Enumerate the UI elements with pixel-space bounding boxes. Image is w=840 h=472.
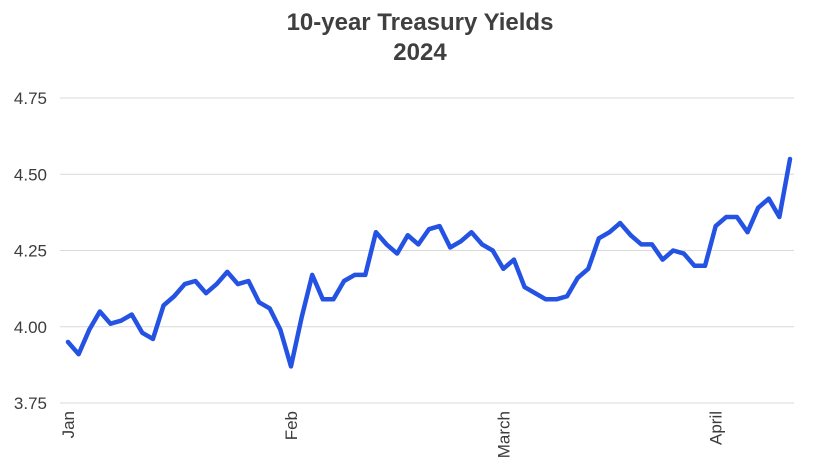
data-point bbox=[267, 306, 272, 311]
data-point bbox=[331, 297, 336, 302]
data-point bbox=[554, 297, 559, 302]
x-tick-label: Feb bbox=[282, 411, 301, 440]
data-point bbox=[724, 214, 729, 219]
data-point bbox=[150, 336, 155, 341]
data-point bbox=[310, 272, 315, 277]
y-tick-label: 4.00 bbox=[14, 318, 47, 337]
y-tick-label: 3.75 bbox=[14, 394, 47, 413]
x-tick-label: Jan bbox=[59, 411, 78, 438]
data-point bbox=[257, 300, 262, 305]
data-point bbox=[671, 248, 676, 253]
data-point bbox=[140, 330, 145, 335]
data-point bbox=[299, 315, 304, 320]
data-point bbox=[522, 285, 527, 290]
data-point bbox=[119, 318, 124, 323]
data-point bbox=[756, 205, 761, 210]
y-tick-label: 4.50 bbox=[14, 165, 47, 184]
data-point bbox=[766, 196, 771, 201]
data-point bbox=[288, 364, 293, 369]
data-point bbox=[129, 312, 134, 317]
y-axis: 3.75 4.00 4.25 4.50 4.75 bbox=[14, 89, 47, 413]
data-point bbox=[734, 214, 739, 219]
data-point bbox=[469, 230, 474, 235]
data-point bbox=[193, 279, 198, 283]
data-point bbox=[543, 297, 548, 302]
data-point bbox=[628, 233, 633, 238]
data-point bbox=[618, 221, 623, 226]
data-point bbox=[586, 266, 591, 271]
data-point bbox=[703, 263, 708, 268]
data-point bbox=[427, 227, 431, 232]
data-point bbox=[649, 242, 654, 247]
data-point bbox=[352, 272, 357, 277]
data-point bbox=[511, 257, 516, 262]
data-point bbox=[108, 321, 113, 326]
data-point bbox=[660, 257, 665, 262]
x-axis: Jan Feb March April bbox=[59, 411, 726, 458]
x-tick-label: March bbox=[494, 411, 513, 458]
data-point bbox=[501, 266, 506, 271]
data-point bbox=[596, 236, 601, 241]
data-point bbox=[214, 282, 219, 287]
data-point bbox=[533, 291, 538, 296]
data-point bbox=[278, 327, 283, 332]
data-point bbox=[384, 242, 389, 247]
data-point bbox=[373, 230, 378, 235]
data-point bbox=[490, 248, 495, 253]
data-point bbox=[416, 242, 421, 247]
data-point bbox=[235, 282, 240, 287]
data-point bbox=[692, 263, 697, 268]
data-point bbox=[681, 251, 686, 256]
data-point bbox=[363, 272, 368, 277]
data-point bbox=[713, 224, 718, 229]
data-point bbox=[565, 294, 570, 299]
data-point bbox=[225, 269, 230, 274]
data-point bbox=[342, 279, 347, 283]
data-point bbox=[97, 309, 102, 314]
y-tick-label: 4.25 bbox=[14, 242, 47, 261]
data-point bbox=[437, 224, 442, 229]
data-point bbox=[639, 242, 644, 247]
data-point bbox=[788, 157, 792, 161]
data-point bbox=[405, 233, 410, 238]
series-line bbox=[65, 156, 793, 369]
data-point bbox=[161, 303, 166, 308]
chart-subtitle: 2024 bbox=[393, 39, 447, 66]
data-point bbox=[480, 242, 485, 247]
data-point bbox=[320, 297, 325, 302]
gridlines bbox=[60, 97, 794, 404]
data-point bbox=[204, 291, 209, 296]
x-tick-label: April bbox=[707, 411, 726, 445]
data-point bbox=[458, 239, 463, 244]
data-point bbox=[66, 340, 70, 344]
data-point bbox=[172, 294, 177, 299]
chart-title: 10-year Treasury Yields bbox=[286, 9, 554, 36]
data-point bbox=[745, 230, 750, 235]
data-point bbox=[607, 230, 612, 235]
data-point bbox=[87, 327, 92, 332]
y-tick-label: 4.75 bbox=[14, 89, 47, 108]
data-point bbox=[76, 352, 81, 357]
data-point bbox=[182, 282, 187, 287]
data-point bbox=[777, 214, 782, 219]
series-group bbox=[65, 156, 793, 369]
data-point bbox=[448, 245, 453, 250]
data-point bbox=[246, 279, 251, 283]
data-point bbox=[575, 275, 580, 280]
data-point bbox=[395, 251, 400, 256]
